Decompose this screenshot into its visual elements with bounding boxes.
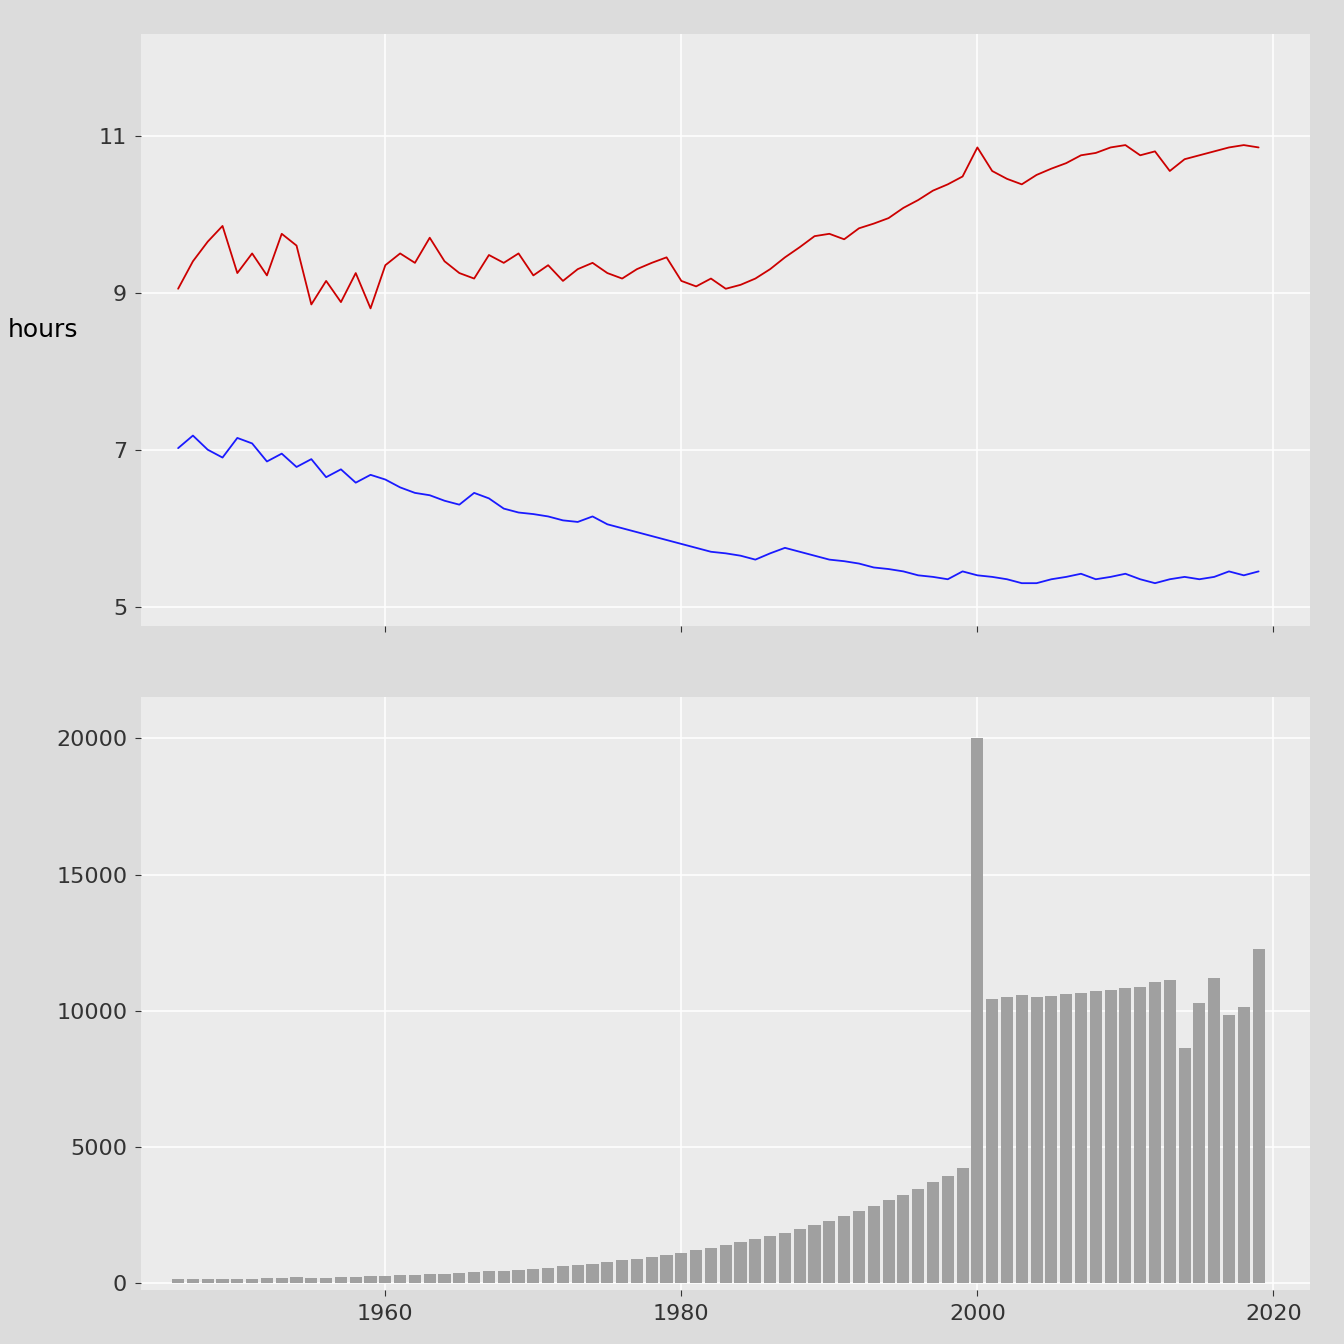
Bar (1031, 997, 1043, 1284)
Bar (1060, 993, 1073, 1284)
Bar (453, 1273, 465, 1284)
Bar (423, 1274, 435, 1284)
Bar (1105, 989, 1117, 1284)
Bar (601, 1262, 613, 1284)
Bar (1149, 982, 1161, 1284)
Bar (957, 1168, 969, 1284)
Bar (630, 1259, 642, 1284)
Bar (794, 1228, 806, 1284)
Bar (719, 1246, 732, 1284)
Bar (586, 1263, 598, 1284)
Bar (645, 1257, 657, 1284)
Bar (246, 1278, 258, 1284)
Bar (1253, 949, 1265, 1284)
Bar (1016, 995, 1028, 1284)
Bar (1164, 980, 1176, 1284)
Bar (290, 1278, 302, 1284)
Bar (1134, 986, 1146, 1284)
Bar (482, 1271, 495, 1284)
Bar (261, 1278, 273, 1284)
Bar (571, 1265, 583, 1284)
Y-axis label: hours: hours (8, 319, 78, 341)
Bar (780, 1232, 792, 1284)
Bar (202, 1279, 214, 1284)
Bar (765, 1236, 777, 1284)
Bar (379, 1275, 391, 1284)
Bar (172, 1279, 184, 1284)
Bar (320, 1278, 332, 1284)
Bar (335, 1277, 347, 1284)
Bar (839, 1216, 851, 1284)
Bar (527, 1269, 539, 1284)
Bar (1120, 988, 1132, 1284)
Bar (231, 1279, 243, 1284)
Bar (883, 1200, 895, 1284)
Bar (1046, 996, 1058, 1284)
Bar (853, 1211, 866, 1284)
Bar (1090, 991, 1102, 1284)
Bar (898, 1195, 910, 1284)
Bar (438, 1274, 450, 1284)
Bar (660, 1255, 672, 1284)
Bar (512, 1270, 524, 1284)
Bar (276, 1278, 288, 1284)
Bar (1179, 1047, 1191, 1284)
Bar (409, 1275, 421, 1284)
Bar (349, 1277, 362, 1284)
Bar (824, 1220, 836, 1284)
Bar (394, 1275, 406, 1284)
Bar (986, 999, 999, 1284)
Bar (187, 1278, 199, 1284)
Bar (556, 1266, 569, 1284)
Bar (750, 1239, 762, 1284)
Bar (305, 1278, 317, 1284)
Bar (704, 1249, 718, 1284)
Bar (675, 1253, 687, 1284)
Bar (497, 1271, 509, 1284)
Bar (616, 1261, 628, 1284)
Bar (364, 1277, 376, 1284)
Bar (1075, 993, 1087, 1284)
Bar (216, 1278, 228, 1284)
Bar (913, 1188, 925, 1284)
Bar (734, 1242, 747, 1284)
Bar (972, 738, 984, 1284)
Bar (942, 1176, 954, 1284)
Bar (1208, 978, 1220, 1284)
Bar (468, 1273, 480, 1284)
Bar (809, 1224, 821, 1284)
Bar (1238, 1008, 1250, 1284)
Bar (1193, 1003, 1206, 1284)
Bar (927, 1183, 939, 1284)
Bar (1001, 997, 1013, 1284)
Bar (868, 1206, 880, 1284)
Bar (1223, 1015, 1235, 1284)
Bar (689, 1250, 702, 1284)
Bar (542, 1267, 554, 1284)
